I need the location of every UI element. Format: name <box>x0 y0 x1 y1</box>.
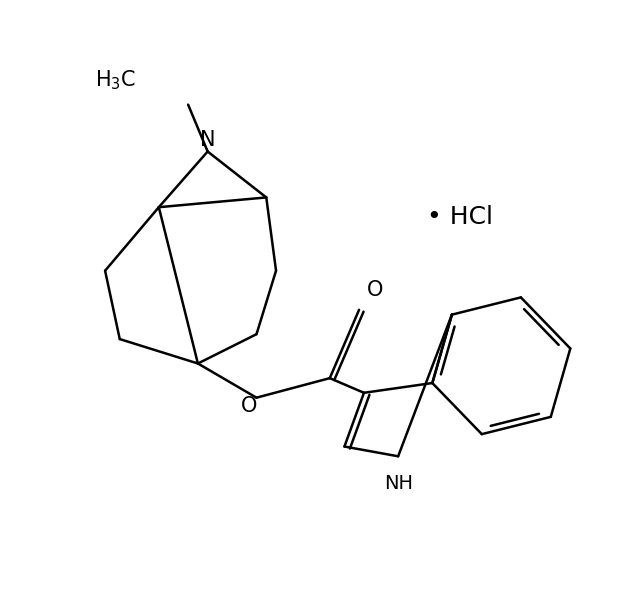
Text: N: N <box>200 130 216 149</box>
Text: O: O <box>241 395 257 415</box>
Text: H$_3$C: H$_3$C <box>95 68 136 92</box>
Text: • HCl: • HCl <box>428 205 493 229</box>
Text: O: O <box>367 280 383 300</box>
Text: NH: NH <box>383 474 413 493</box>
